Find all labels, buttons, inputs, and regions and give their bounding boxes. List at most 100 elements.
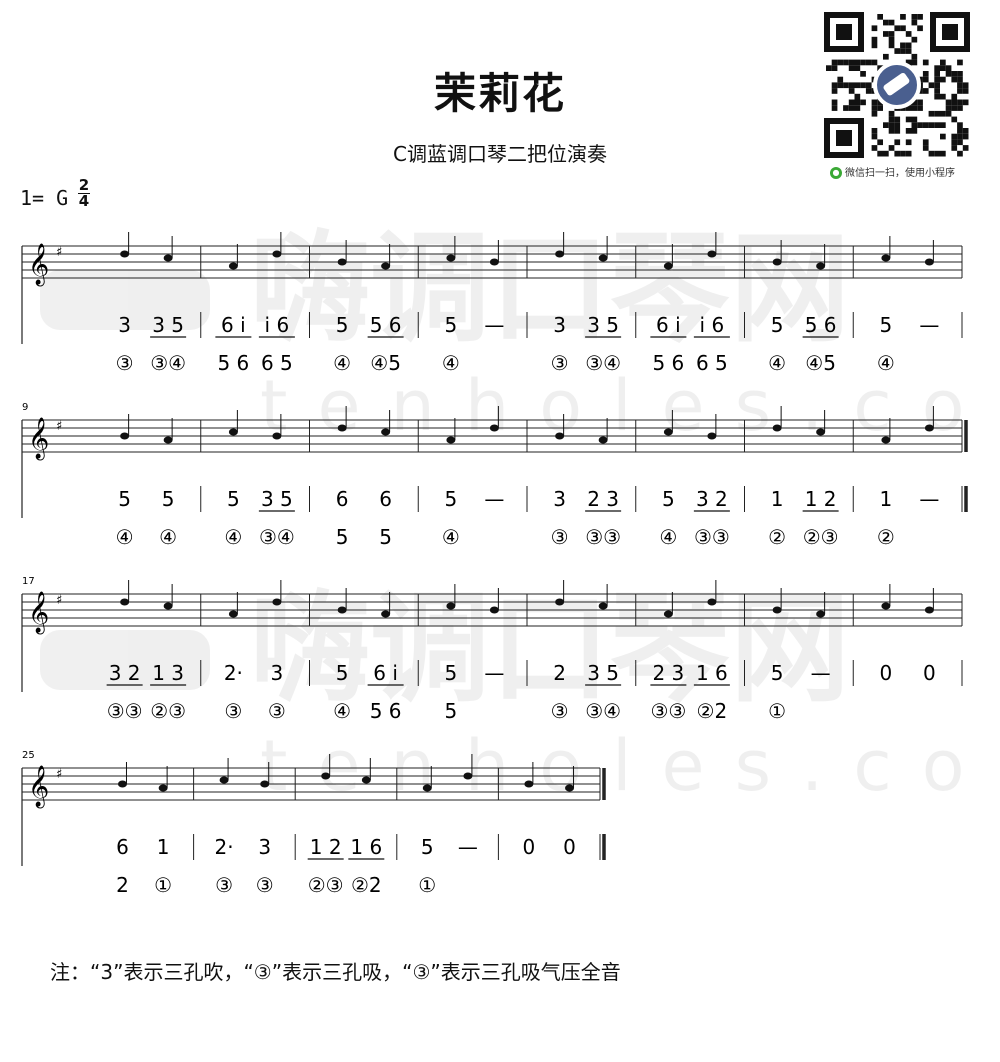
sharp-icon: ♯ [56,245,62,260]
hole-number: ④ [116,525,134,549]
numbered-note: i 6 [700,313,725,337]
numbered-note: 3 2 [109,661,141,685]
hole-number: ②③ [308,873,344,897]
page-title: 茉莉花 [433,69,566,118]
numbered-note: — [811,661,831,685]
time-signature: 2 4 [78,178,90,209]
note-head [120,250,130,258]
hole-number: 5 [379,525,392,549]
numbered-note: 5 [118,487,131,511]
hole-number: ④ [877,351,895,375]
numbered-note: 2 [553,661,566,685]
hole-number: ② [768,525,786,549]
numbered-note: 3 [258,835,271,859]
hole-number: ③③ [107,699,143,723]
note-head [163,436,173,444]
note-head [120,598,130,606]
hole-number: ③④ [585,699,621,723]
numbered-note: 5 [771,661,784,685]
note-head [707,432,717,440]
hole-number: ③ [256,873,274,897]
note-head [924,258,934,266]
note-head [337,606,347,614]
note-head [816,428,826,436]
hole-number: ④ [659,525,677,549]
note-head [120,432,130,440]
qr-caption-text: 微信扫一扫，使用小程序 [845,168,955,179]
treble-clef-icon: 𝄞 [28,243,49,286]
note-head [422,784,432,792]
note-head [816,610,826,618]
note-head [555,432,565,440]
treble-clef-icon: 𝄞 [28,765,49,808]
note-head [361,776,371,784]
numbered-note: 3 [118,313,131,337]
note-head [272,432,282,440]
hole-number: 5 [336,525,349,549]
note-head [321,772,331,780]
numbered-note: — [484,487,504,511]
numbered-note: 5 [662,487,675,511]
note-head [663,428,673,436]
note-head [524,780,534,788]
note-head [881,602,891,610]
numbered-note: 1 2 [805,487,837,511]
key-signature: 1= G [20,186,69,210]
note-head [381,262,391,270]
qr-code[interactable] [822,10,972,160]
note-head [228,428,238,436]
note-head [446,602,456,610]
note-head [489,424,499,432]
hole-number: ②2 [351,873,382,897]
hole-number: ③ [215,873,233,897]
numbered-note: 0 [923,661,936,685]
numbered-note: 1 3 [152,661,184,685]
note-head [117,780,127,788]
note-head [260,780,270,788]
numbered-note: 3 5 [587,313,619,337]
hole-number: ④ [224,525,242,549]
hole-number: ② [877,525,895,549]
numbered-note: 3 [553,487,566,511]
hole-number: ④ [768,351,786,375]
numbered-note: 6 i [373,661,398,685]
measure-number: 9 [22,402,28,413]
numbered-note: 3 2 [696,487,728,511]
hole-number: ④5 [805,351,836,375]
note-head [772,606,782,614]
note-head [158,784,168,792]
note-head [565,784,575,792]
numbered-note: 1 2 [310,835,342,859]
note-head [707,598,717,606]
note-head [772,258,782,266]
score-system: 𝄞 ♯95 5④ ④5 3 5④ ③④6 65 55 —④3 2 3③ ③③5 3 2④ ③③1 1 2②… [21,402,968,549]
time-signature-bottom: 4 [78,192,90,210]
numbered-note: 6 [379,487,392,511]
hole-number: ③ [551,351,569,375]
hole-number: ③③ [650,699,686,723]
numbered-note: i 6 [265,313,290,337]
numbered-note: 2· [215,835,234,859]
note-head [228,262,238,270]
note-head [489,606,499,614]
hole-number: 5 6 [370,699,402,723]
note-head [555,250,565,258]
numbered-note: 3 5 [587,661,619,685]
note-head [163,602,173,610]
hole-number: ④ [333,351,351,375]
numbered-note: 1 [157,835,170,859]
hole-number: ① [154,873,172,897]
hole-number: 5 6 [652,351,684,375]
hole-number: ④ [442,351,460,375]
hole-number: 6 5 [696,351,728,375]
numbered-note: 5 [445,487,458,511]
note-head [337,258,347,266]
numbered-note: 0 [563,835,576,859]
note-head [446,436,456,444]
numbered-note: 3 5 [152,313,184,337]
note-head [446,254,456,262]
footnote: 注：“3”表示三孔吹，“③”表示三孔吸，“③”表示三孔吸气压全音 [50,960,621,984]
numbered-note: 5 [336,661,349,685]
